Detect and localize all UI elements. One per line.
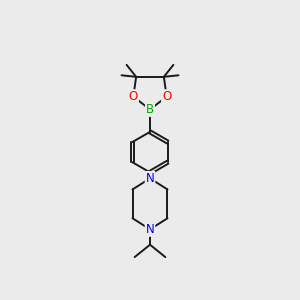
Text: N: N: [146, 172, 154, 185]
Text: O: O: [162, 90, 171, 103]
Text: B: B: [146, 103, 154, 116]
Text: N: N: [146, 223, 154, 236]
Text: O: O: [129, 90, 138, 103]
